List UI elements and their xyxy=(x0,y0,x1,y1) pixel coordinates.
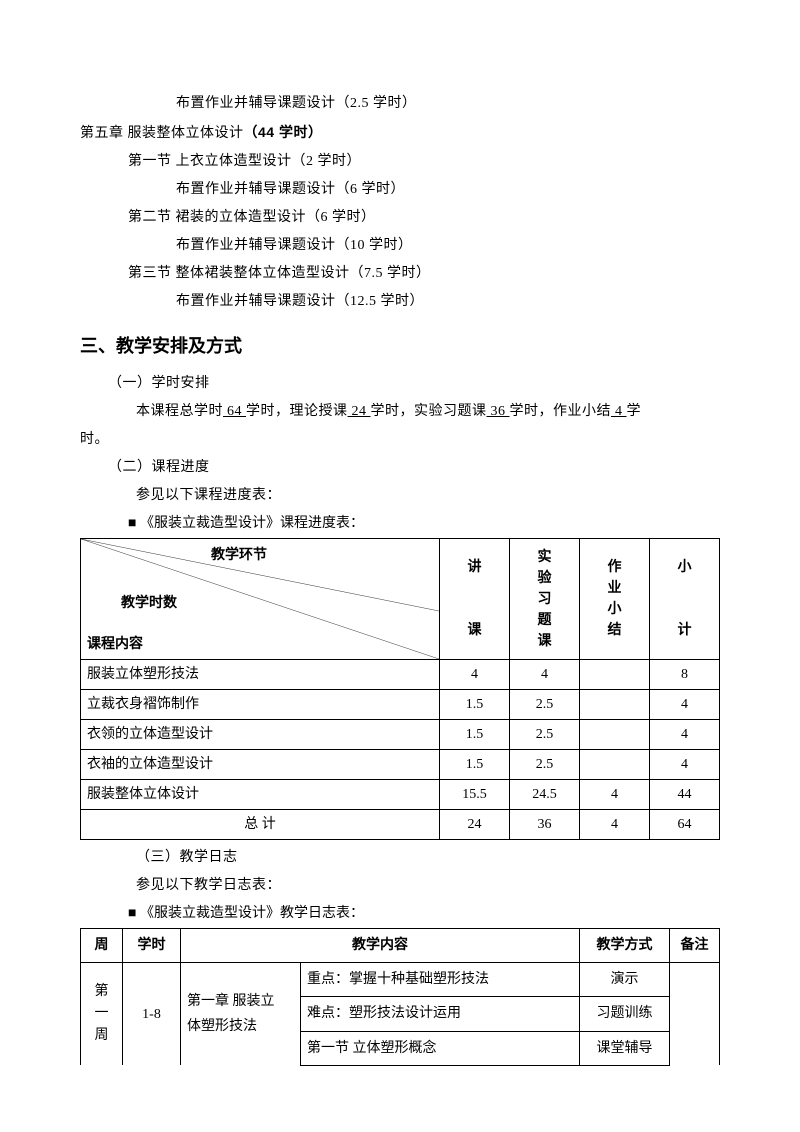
outline-line: 布置作业并辅导课题设计（2.5 学时） xyxy=(80,90,720,118)
page: 布置作业并辅导课题设计（2.5 学时） 第五章 服装整体立体设计（44 学时） … xyxy=(0,0,800,1106)
col-week: 周 xyxy=(81,929,123,963)
table-row: 立裁衣身褶饰制作 1.5 2.5 4 xyxy=(81,690,720,720)
underline-val: 36 xyxy=(487,404,510,419)
outline-line: 布置作业并辅导课题设计（12.5 学时） xyxy=(80,288,720,316)
underline-val: 24 xyxy=(348,404,371,419)
table-row: 服装整体立体设计 15.5 24.5 4 44 xyxy=(81,780,720,810)
chapter-pre: 第五章 服装整体立体设计 xyxy=(80,126,244,141)
col-lab: 实验习题课 xyxy=(510,539,580,660)
table-row: 第一周 1-8 第一章 服装立体塑形技法 重点：掌握十种基础塑形技法 演示 xyxy=(81,963,720,997)
outline-line: 布置作业并辅导课题设计（10 学时） xyxy=(80,232,720,260)
col-content: 教学内容 xyxy=(181,929,580,963)
subsection-title: （三）教学日志 xyxy=(80,844,720,872)
table-header-row: 周 学时 教学内容 教学方式 备注 xyxy=(81,929,720,963)
log-note: 参见以下教学日志表： xyxy=(80,872,720,900)
content-cell: 第一节 立体塑形概念 xyxy=(301,1031,580,1065)
mode-cell: 演示 xyxy=(580,963,670,997)
col-hours: 学时 xyxy=(123,929,181,963)
diag-top-label: 教学环节 xyxy=(211,545,267,566)
section-heading: 三、教学安排及方式 xyxy=(80,332,720,358)
col-note: 备注 xyxy=(670,929,720,963)
chapter-heading: 第五章 服装整体立体设计（44 学时） xyxy=(80,118,720,148)
col-homework: 作业小结 xyxy=(580,539,650,660)
progress-bullet: 《服装立裁造型设计》课程进度表： xyxy=(80,510,720,538)
underline-val: 4 xyxy=(611,404,627,419)
table-total-row: 总 计 24 36 4 64 xyxy=(81,810,720,840)
mode-cell: 课堂辅导 xyxy=(580,1031,670,1065)
progress-table: 教学环节 教学时数 课程内容 讲课 实验习题课 作业小结 小计 服装立体塑形技法… xyxy=(80,538,720,840)
log-bullet: 《服装立裁造型设计》教学日志表： xyxy=(80,900,720,928)
subsection-title: （二）课程进度 xyxy=(80,454,720,482)
hours-cell: 1-8 xyxy=(123,963,181,1066)
table-row: 服装立体塑形技法 4 4 8 xyxy=(81,660,720,690)
col-mode: 教学方式 xyxy=(580,929,670,963)
table-row: 衣领的立体造型设计 1.5 2.5 4 xyxy=(81,720,720,750)
log-table: 周 学时 教学内容 教学方式 备注 第一周 1-8 第一章 服装立体塑形技法 重… xyxy=(80,928,720,1066)
diagonal-header: 教学环节 教学时数 课程内容 xyxy=(81,539,440,660)
chapter-cell: 第一章 服装立体塑形技法 xyxy=(181,963,301,1066)
diag-mid-label: 教学时数 xyxy=(121,593,177,614)
content-cell: 重点：掌握十种基础塑形技法 xyxy=(301,963,580,997)
outline-line: 第一节 上衣立体造型设计（2 学时） xyxy=(80,148,720,176)
diag-bot-label: 课程内容 xyxy=(87,634,143,655)
mode-cell: 习题训练 xyxy=(580,997,670,1031)
subsection-title: （一）学时安排 xyxy=(80,370,720,398)
content-cell: 难点：塑形技法设计运用 xyxy=(301,997,580,1031)
table-row: 衣袖的立体造型设计 1.5 2.5 4 xyxy=(81,750,720,780)
time-sentence: 本课程总学时 64 学时，理论授课 24 学时，实验习题课 36 学时，作业小结… xyxy=(80,398,720,426)
progress-note: 参见以下课程进度表： xyxy=(80,482,720,510)
underline-val: 64 xyxy=(223,404,246,419)
week-cell: 第一周 xyxy=(81,963,123,1066)
col-subtotal: 小计 xyxy=(650,539,720,660)
note-cell xyxy=(670,963,720,1066)
chapter-bold: （44 学时） xyxy=(244,124,323,140)
outline-line: 第三节 整体裙装整体立体造型设计（7.5 学时） xyxy=(80,260,720,288)
outline-line: 布置作业并辅导课题设计（6 学时） xyxy=(80,176,720,204)
col-lecture: 讲课 xyxy=(440,539,510,660)
time-sentence-tail: 时。 xyxy=(80,426,720,454)
outline-line: 第二节 裙装的立体造型设计（6 学时） xyxy=(80,204,720,232)
table-header-row: 教学环节 教学时数 课程内容 讲课 实验习题课 作业小结 小计 xyxy=(81,539,720,660)
